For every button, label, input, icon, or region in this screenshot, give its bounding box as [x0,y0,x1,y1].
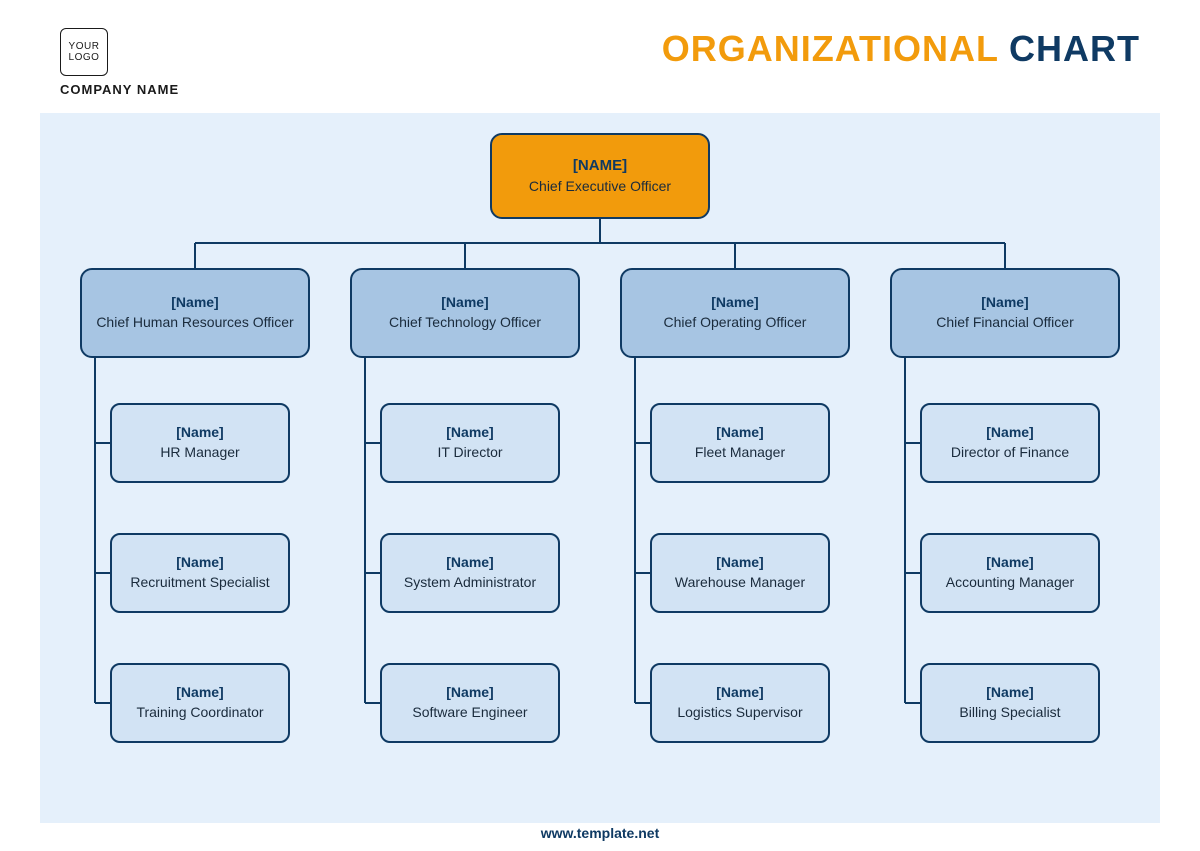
node-name: [Name] [716,424,763,440]
brand-block: YOUR LOGO COMPANY NAME [60,28,179,97]
node-role: Chief Human Resources Officer [96,314,293,332]
node-name: [Name] [446,554,493,570]
org-chart-canvas: [NAME] Chief Executive Officer [Name] Ch… [40,113,1160,823]
node-chief-tech: [Name] Chief Technology Officer [350,268,580,358]
node-name: [Name] [981,294,1028,310]
node-fleet: [Name] Fleet Manager [650,403,830,483]
node-training: [Name] Training Coordinator [110,663,290,743]
node-role: Billing Specialist [959,704,1060,722]
node-role: Logistics Supervisor [677,704,802,722]
node-sysadmin: [Name] System Administrator [380,533,560,613]
node-role: Software Engineer [412,704,527,722]
logo-line2: LOGO [69,52,100,63]
node-hr-manager: [Name] HR Manager [110,403,290,483]
title-word-2: CHART [1009,28,1140,69]
node-role: Chief Executive Officer [529,178,671,196]
node-chief-fin: [Name] Chief Financial Officer [890,268,1120,358]
node-name: [Name] [716,684,763,700]
node-role: Training Coordinator [136,704,263,722]
node-accounting: [Name] Accounting Manager [920,533,1100,613]
node-chief-hr: [Name] Chief Human Resources Officer [80,268,310,358]
footer-url: www.template.net [0,825,1200,841]
node-role: Chief Operating Officer [664,314,807,332]
node-name: [Name] [176,684,223,700]
node-recruitment: [Name] Recruitment Specialist [110,533,290,613]
company-name: COMPANY NAME [60,82,179,97]
node-name: [Name] [446,684,493,700]
node-role: System Administrator [404,574,536,592]
node-logistics: [Name] Logistics Supervisor [650,663,830,743]
node-role: Recruitment Specialist [130,574,269,592]
node-role: Chief Financial Officer [936,314,1073,332]
node-name: [Name] [446,424,493,440]
node-role: Fleet Manager [695,444,785,462]
node-role: Accounting Manager [946,574,1074,592]
node-role: Chief Technology Officer [389,314,541,332]
node-name: [Name] [986,684,1033,700]
node-name: [Name] [176,424,223,440]
node-chief-ops: [Name] Chief Operating Officer [620,268,850,358]
node-warehouse: [Name] Warehouse Manager [650,533,830,613]
header: YOUR LOGO COMPANY NAME ORGANIZATIONALCHA… [0,0,1200,113]
node-dir-finance: [Name] Director of Finance [920,403,1100,483]
node-role: Warehouse Manager [675,574,805,592]
page-title: ORGANIZATIONALCHART [662,28,1140,70]
node-name: [Name] [986,554,1033,570]
node-name: [Name] [441,294,488,310]
logo-placeholder: YOUR LOGO [60,28,108,76]
logo-line1: YOUR [69,41,100,52]
node-role: Director of Finance [951,444,1069,462]
node-name: [Name] [176,554,223,570]
node-ceo: [NAME] Chief Executive Officer [490,133,710,219]
node-name: [Name] [986,424,1033,440]
node-role: HR Manager [160,444,239,462]
node-sweng: [Name] Software Engineer [380,663,560,743]
node-name: [Name] [711,294,758,310]
node-it-director: [Name] IT Director [380,403,560,483]
node-billing: [Name] Billing Specialist [920,663,1100,743]
title-word-1: ORGANIZATIONAL [662,28,999,69]
node-name: [Name] [716,554,763,570]
node-name: [NAME] [573,157,627,174]
node-role: IT Director [437,444,502,462]
node-name: [Name] [171,294,218,310]
